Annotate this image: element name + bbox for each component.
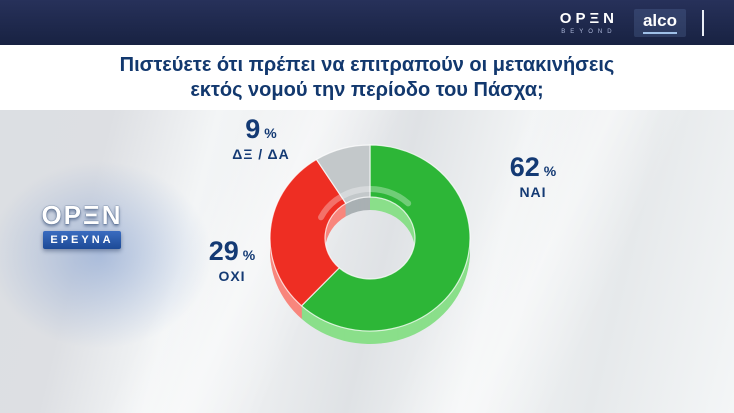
chart-label-nai: 62% ΝΑΙ [478, 152, 588, 201]
poll-question-title: Πιστεύετε ότι πρέπει να επιτραπούν οι με… [0, 45, 734, 110]
beyond-logo-text: BEYOND [561, 28, 617, 35]
chart-label-oxi: 29% ΟΧΙ [182, 236, 282, 285]
donut-slice [300, 144, 471, 332]
alco-logo-text: alco [642, 10, 677, 30]
ereyna-label: ΕΡΕΥΝΑ [43, 231, 121, 249]
oxi-value: 29 [208, 236, 239, 266]
poll-question-line1: Πιστεύετε ότι πρέπει να επιτραπούν οι με… [119, 53, 615, 76]
top-bar: OPΞN BEYOND alco [0, 0, 734, 45]
donut-chart-svg [269, 144, 471, 344]
donut-slice [269, 158, 347, 307]
nai-unit: % [543, 163, 557, 179]
topbar-separator-line [702, 9, 704, 36]
oxi-unit: % [242, 247, 256, 263]
blue-glow-decoration [0, 125, 255, 385]
dxda-unit: % [264, 125, 277, 141]
chart-area: OPΞN ΕΡΕΥΝΑ 62% ΝΑΙ 29% ΟΧΙ 9% ΔΞ / ΔΑ [0, 110, 734, 413]
open-ereyna-badge: OPΞN ΕΡΕΥΝΑ [34, 202, 130, 249]
chart-label-dxda: 9% ΔΞ / ΔΑ [196, 114, 326, 163]
donut-chart [258, 132, 488, 372]
donut-slice [315, 144, 371, 205]
open-ereyna-logo-text: OPΞN [41, 200, 123, 230]
alco-subtext-line [642, 31, 677, 34]
alco-logo: alco [633, 8, 686, 37]
nai-category: ΝΑΙ [519, 184, 547, 200]
dxda-category: ΔΞ / ΔΑ [232, 146, 290, 162]
poll-question-line2: εκτός νομού την περίοδο του Πάσχα; [190, 78, 544, 101]
dxda-value: 9 [245, 114, 261, 144]
nai-value: 62 [509, 152, 540, 182]
oxi-category: ΟΧΙ [218, 268, 246, 284]
open-beyond-logo: OPΞN BEYOND [560, 11, 618, 35]
open-logo-text: OPΞN [559, 9, 618, 27]
